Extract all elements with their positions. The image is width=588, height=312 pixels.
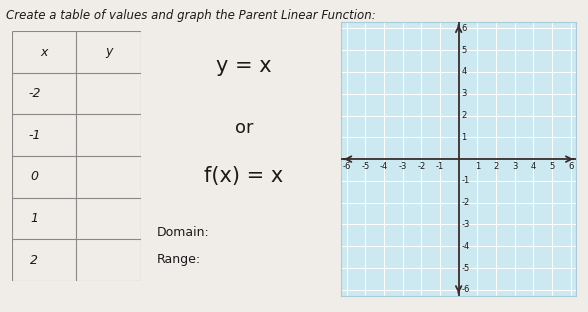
Text: -3: -3 xyxy=(462,220,470,229)
Text: -4: -4 xyxy=(380,162,388,171)
Text: -2: -2 xyxy=(417,162,426,171)
Text: -2: -2 xyxy=(28,87,41,100)
Text: -1: -1 xyxy=(462,176,470,185)
Text: 1: 1 xyxy=(475,162,480,171)
Text: -5: -5 xyxy=(462,264,470,273)
Text: y = x: y = x xyxy=(216,56,272,76)
Text: or: or xyxy=(235,119,253,137)
Text: 0: 0 xyxy=(31,170,38,183)
Text: 1: 1 xyxy=(462,133,467,142)
Text: -3: -3 xyxy=(399,162,407,171)
Text: -4: -4 xyxy=(462,242,470,251)
Text: -6: -6 xyxy=(342,162,351,171)
Text: -1: -1 xyxy=(436,162,444,171)
Text: 4: 4 xyxy=(531,162,536,171)
Text: 6: 6 xyxy=(462,24,467,33)
Text: 5: 5 xyxy=(549,162,554,171)
Text: Create a table of values and graph the Parent Linear Function:: Create a table of values and graph the P… xyxy=(6,9,376,22)
Text: 2: 2 xyxy=(493,162,499,171)
Text: 3: 3 xyxy=(462,89,467,98)
Text: -2: -2 xyxy=(462,198,470,207)
Text: x: x xyxy=(41,46,48,59)
Text: 1: 1 xyxy=(31,212,38,225)
Text: 4: 4 xyxy=(462,67,467,76)
Text: Domain:: Domain: xyxy=(156,226,209,239)
Text: 2: 2 xyxy=(462,111,467,120)
Text: y: y xyxy=(105,46,112,59)
Text: 3: 3 xyxy=(512,162,517,171)
Text: -6: -6 xyxy=(462,285,470,294)
Text: 6: 6 xyxy=(568,162,573,171)
Text: -1: -1 xyxy=(28,129,41,142)
Text: 2: 2 xyxy=(31,253,38,266)
Text: f(x) = x: f(x) = x xyxy=(205,166,283,186)
Text: -5: -5 xyxy=(361,162,369,171)
Text: 5: 5 xyxy=(462,46,467,55)
Text: Range:: Range: xyxy=(156,253,201,266)
